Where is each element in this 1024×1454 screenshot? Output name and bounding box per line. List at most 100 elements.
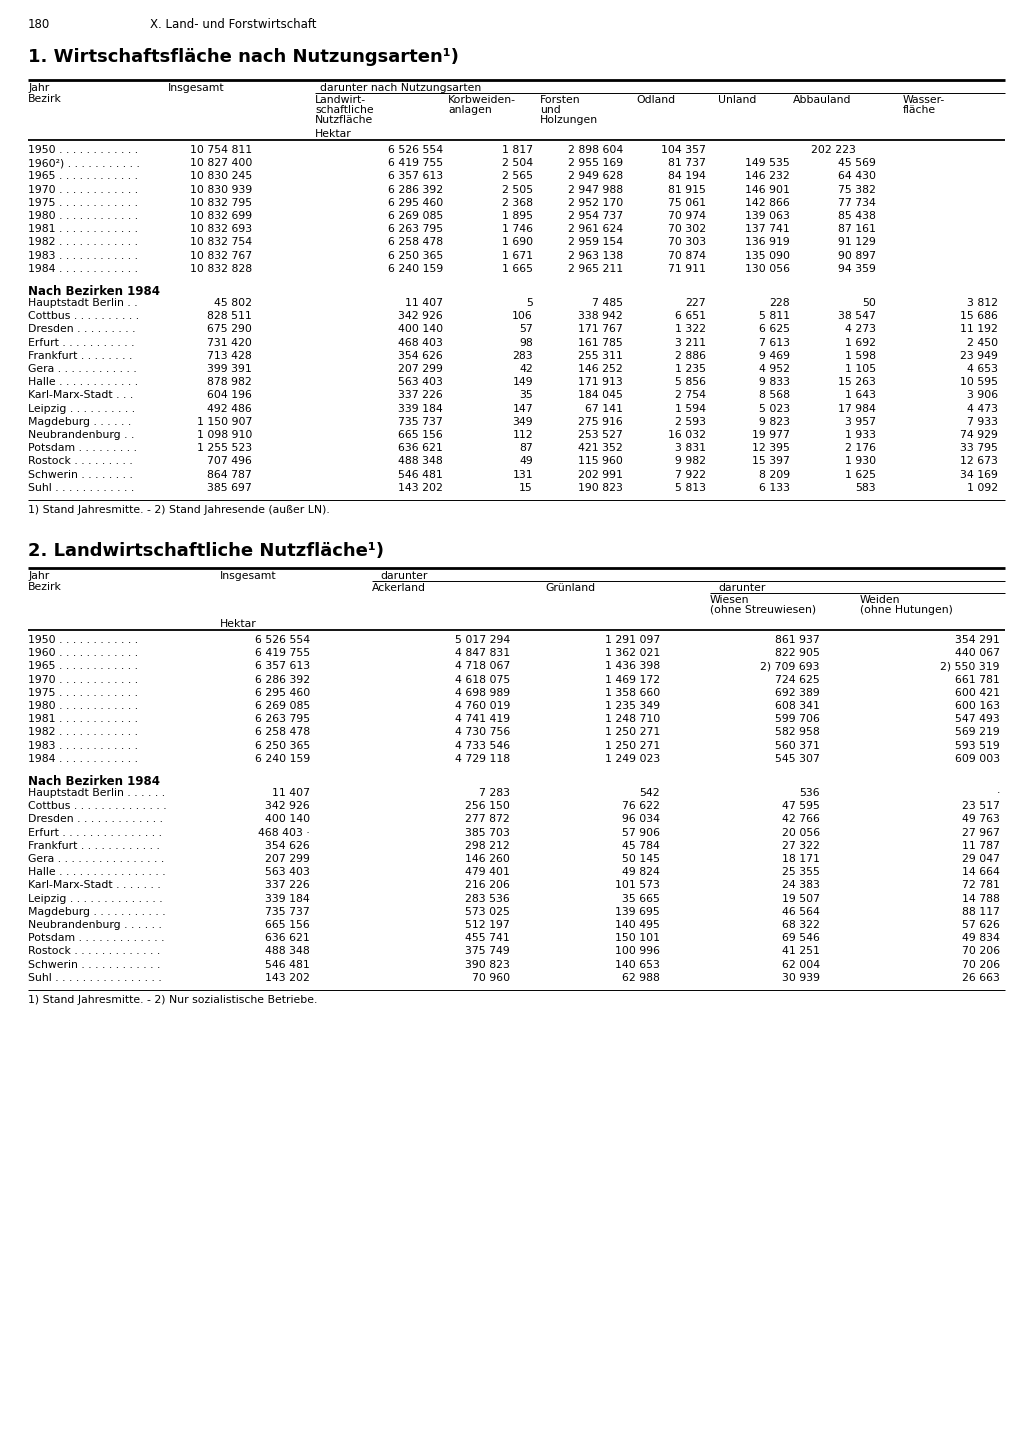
Text: 636 621: 636 621: [398, 443, 443, 454]
Text: 17 984: 17 984: [838, 404, 876, 413]
Text: 536: 536: [800, 788, 820, 798]
Text: 2 963 138: 2 963 138: [568, 250, 623, 260]
Text: 283 536: 283 536: [465, 894, 510, 903]
Text: Wiesen: Wiesen: [710, 595, 750, 605]
Text: 15 397: 15 397: [752, 457, 790, 467]
Text: 342 926: 342 926: [398, 311, 443, 321]
Text: Karl-Marx-Stadt . . . . . . .: Karl-Marx-Stadt . . . . . . .: [28, 881, 161, 890]
Text: schaftliche: schaftliche: [315, 105, 374, 115]
Text: anlagen: anlagen: [449, 105, 492, 115]
Text: 10 832 754: 10 832 754: [189, 237, 252, 247]
Text: 70 874: 70 874: [668, 250, 706, 260]
Text: 735 737: 735 737: [265, 907, 310, 917]
Text: 822 905: 822 905: [775, 648, 820, 659]
Text: 9 833: 9 833: [759, 377, 790, 387]
Text: 2 947 988: 2 947 988: [568, 185, 623, 195]
Text: 354 291: 354 291: [955, 635, 1000, 646]
Text: 4 741 419: 4 741 419: [455, 714, 510, 724]
Text: 283: 283: [512, 350, 534, 361]
Text: 146 901: 146 901: [745, 185, 790, 195]
Text: 12 395: 12 395: [752, 443, 790, 454]
Text: 1 895: 1 895: [502, 211, 534, 221]
Text: 4 698 989: 4 698 989: [455, 688, 510, 698]
Text: Leipzig . . . . . . . . . .: Leipzig . . . . . . . . . .: [28, 404, 135, 413]
Text: 878 982: 878 982: [207, 377, 252, 387]
Text: 150 101: 150 101: [615, 933, 660, 944]
Text: Hektar: Hektar: [220, 619, 257, 630]
Text: 149 535: 149 535: [745, 158, 790, 169]
Text: Wasser-: Wasser-: [903, 95, 945, 105]
Text: Frankfurt . . . . . . . .: Frankfurt . . . . . . . .: [28, 350, 132, 361]
Text: 4 273: 4 273: [845, 324, 876, 334]
Text: 101 573: 101 573: [615, 881, 660, 890]
Text: 583: 583: [855, 483, 876, 493]
Text: 338 942: 338 942: [579, 311, 623, 321]
Text: 1 250 271: 1 250 271: [605, 740, 660, 750]
Text: 512 197: 512 197: [465, 920, 510, 931]
Text: Jahr: Jahr: [28, 83, 49, 93]
Text: 7 613: 7 613: [759, 337, 790, 348]
Text: 57 626: 57 626: [963, 920, 1000, 931]
Text: Korbweiden-: Korbweiden-: [449, 95, 516, 105]
Text: 130 056: 130 056: [745, 263, 790, 273]
Text: 9 982: 9 982: [675, 457, 706, 467]
Text: 479 401: 479 401: [465, 867, 510, 877]
Text: 2 504: 2 504: [502, 158, 534, 169]
Text: und: und: [540, 105, 561, 115]
Text: 692 389: 692 389: [775, 688, 820, 698]
Text: 96 034: 96 034: [622, 814, 660, 824]
Text: 140 495: 140 495: [615, 920, 660, 931]
Text: 15: 15: [519, 483, 534, 493]
Text: 41 251: 41 251: [782, 947, 820, 957]
Text: 399 391: 399 391: [207, 364, 252, 374]
Text: 1 235: 1 235: [675, 364, 706, 374]
Text: 49 834: 49 834: [963, 933, 1000, 944]
Text: 2 959 154: 2 959 154: [568, 237, 623, 247]
Text: 49 763: 49 763: [963, 814, 1000, 824]
Text: 2) 550 319: 2) 550 319: [940, 662, 1000, 672]
Text: 84 194: 84 194: [668, 172, 706, 182]
Text: 563 403: 563 403: [265, 867, 310, 877]
Text: 1 746: 1 746: [502, 224, 534, 234]
Text: Insgesamt: Insgesamt: [168, 83, 224, 93]
Text: 4 733 546: 4 733 546: [455, 740, 510, 750]
Text: Gera . . . . . . . . . . . .: Gera . . . . . . . . . . . .: [28, 364, 137, 374]
Text: 90 897: 90 897: [838, 250, 876, 260]
Text: Neubrandenburg . . . . . .: Neubrandenburg . . . . . .: [28, 920, 162, 931]
Text: 608 341: 608 341: [775, 701, 820, 711]
Text: 342 926: 342 926: [265, 801, 310, 811]
Text: 582 958: 582 958: [775, 727, 820, 737]
Text: 375 749: 375 749: [465, 947, 510, 957]
Text: Hauptstadt Berlin . .: Hauptstadt Berlin . .: [28, 298, 137, 308]
Text: 665 156: 665 156: [398, 430, 443, 441]
Text: Ackerland: Ackerland: [372, 583, 426, 593]
Text: 828 511: 828 511: [207, 311, 252, 321]
Text: 1 665: 1 665: [502, 263, 534, 273]
Text: 6 526 554: 6 526 554: [388, 145, 443, 156]
Text: 440 067: 440 067: [955, 648, 1000, 659]
Text: 1 598: 1 598: [845, 350, 876, 361]
Text: 62 004: 62 004: [782, 960, 820, 970]
Text: 16 032: 16 032: [668, 430, 706, 441]
Text: 6 269 085: 6 269 085: [388, 211, 443, 221]
Text: 7 283: 7 283: [479, 788, 510, 798]
Text: 81 915: 81 915: [668, 185, 706, 195]
Text: 23 517: 23 517: [963, 801, 1000, 811]
Text: 4 847 831: 4 847 831: [455, 648, 510, 659]
Text: 1 255 523: 1 255 523: [197, 443, 252, 454]
Text: 71 911: 71 911: [668, 263, 706, 273]
Text: 339 184: 339 184: [265, 894, 310, 903]
Text: 149: 149: [512, 377, 534, 387]
Text: 1960 . . . . . . . . . . . .: 1960 . . . . . . . . . . . .: [28, 648, 138, 659]
Text: 573 025: 573 025: [465, 907, 510, 917]
Text: 4 760 019: 4 760 019: [455, 701, 510, 711]
Text: 64 430: 64 430: [838, 172, 876, 182]
Text: 2 450: 2 450: [967, 337, 998, 348]
Text: 1950 . . . . . . . . . . . .: 1950 . . . . . . . . . . . .: [28, 145, 138, 156]
Text: 70 206: 70 206: [962, 947, 1000, 957]
Text: 104 357: 104 357: [662, 145, 706, 156]
Text: Jahr: Jahr: [28, 571, 49, 582]
Text: 390 823: 390 823: [465, 960, 510, 970]
Text: 545 307: 545 307: [775, 753, 820, 763]
Text: 1 150 907: 1 150 907: [197, 417, 252, 427]
